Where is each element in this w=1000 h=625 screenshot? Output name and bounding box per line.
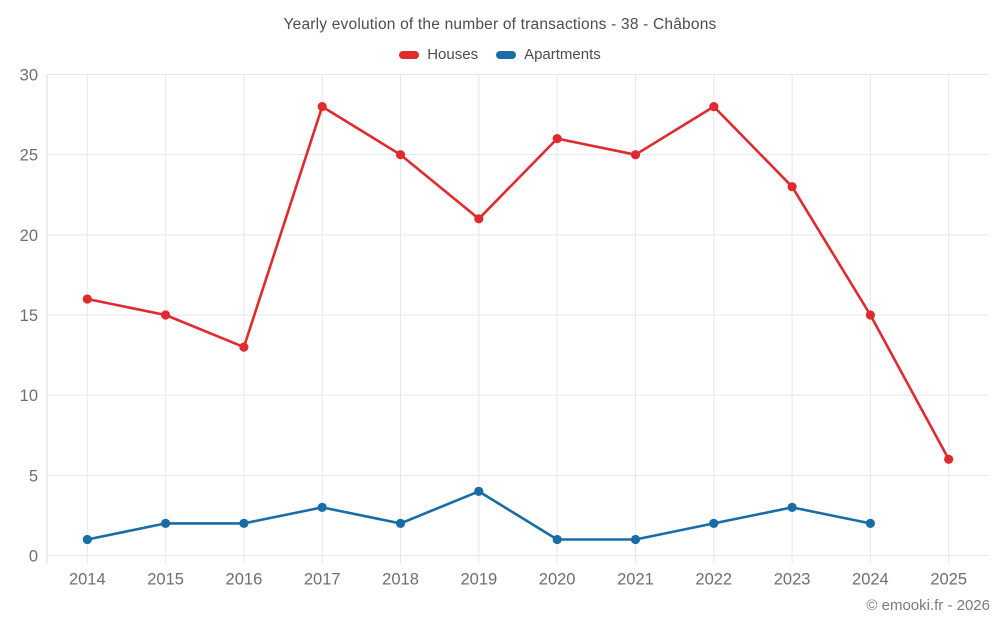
data-point-apartments-2015[interactable] <box>161 518 171 529</box>
data-point-houses-2025[interactable] <box>944 454 954 464</box>
y-tick-label-20: 20 <box>20 227 38 245</box>
x-tick-label-2024: 2024 <box>852 571 889 589</box>
y-tick-label-25: 25 <box>20 147 38 165</box>
data-point-apartments-2022[interactable] <box>709 518 719 529</box>
data-point-apartments-2016[interactable] <box>239 518 249 529</box>
data-point-apartments-2021[interactable] <box>630 534 641 545</box>
data-point-houses-2017[interactable] <box>317 102 327 112</box>
data-point-apartments-2017[interactable] <box>317 502 327 512</box>
data-point-houses-2024[interactable] <box>865 310 876 320</box>
y-tick-label-30: 30 <box>20 67 38 85</box>
x-tick-label-2014: 2014 <box>69 571 106 589</box>
data-point-houses-2018[interactable] <box>395 150 406 160</box>
houses-line <box>86 105 950 461</box>
x-tick-label-2017: 2017 <box>304 571 341 589</box>
y-tick-label-10: 10 <box>20 387 38 405</box>
data-point-houses-2022[interactable] <box>709 102 719 112</box>
data-point-houses-2023[interactable] <box>787 182 797 192</box>
data-point-apartments-2020[interactable] <box>552 534 562 545</box>
y-tick-label-0: 0 <box>29 548 38 566</box>
x-tick-label-2018: 2018 <box>382 571 419 589</box>
legend-label-apartments: Apartments <box>524 46 601 63</box>
data-point-houses-2019[interactable] <box>474 214 484 224</box>
x-tick-label-2019: 2019 <box>460 571 497 589</box>
data-point-apartments-2018[interactable] <box>395 518 406 529</box>
data-point-houses-2020[interactable] <box>552 134 562 144</box>
y-tick-label-15: 15 <box>20 307 38 325</box>
legend: Houses Apartments <box>0 46 1000 63</box>
houses-swatch-icon <box>399 50 420 59</box>
x-tick-label-2020: 2020 <box>539 571 576 589</box>
data-point-houses-2016[interactable] <box>239 342 249 352</box>
legend-item-apartments[interactable]: Apartments <box>496 46 601 63</box>
x-tick-label-2015: 2015 <box>147 571 184 589</box>
legend-item-houses[interactable]: Houses <box>399 46 478 63</box>
data-point-apartments-2019[interactable] <box>474 486 484 496</box>
data-point-apartments-2023[interactable] <box>787 502 797 512</box>
data-point-houses-2014[interactable] <box>82 294 92 304</box>
x-tick-label-2025: 2025 <box>930 571 967 589</box>
x-tick-label-2016: 2016 <box>226 571 263 589</box>
copyright: © emooki.fr - 2026 <box>866 597 990 614</box>
chart-title: Yearly evolution of the number of transa… <box>283 16 717 33</box>
apartments-swatch-icon <box>496 50 517 59</box>
data-point-houses-2015[interactable] <box>161 310 171 320</box>
x-tick-label-2022: 2022 <box>695 571 732 589</box>
x-tick-label-2023: 2023 <box>774 571 811 589</box>
data-point-apartments-2014[interactable] <box>82 534 92 545</box>
y-tick-label-5: 5 <box>29 467 38 485</box>
data-point-apartments-2024[interactable] <box>865 518 876 529</box>
data-point-houses-2021[interactable] <box>630 150 641 160</box>
legend-label-houses: Houses <box>427 46 479 63</box>
x-tick-label-2021: 2021 <box>617 571 654 589</box>
